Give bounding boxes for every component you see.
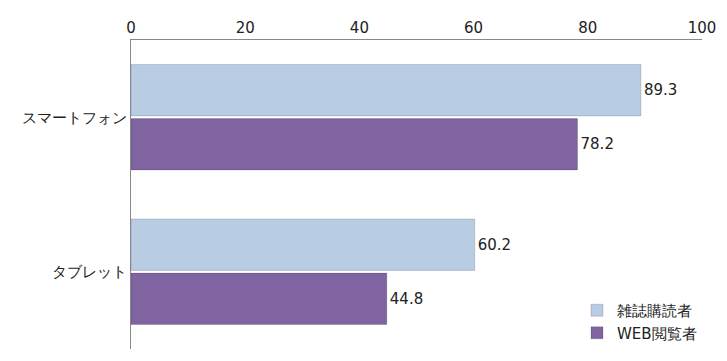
svg-text:0: 0 — [126, 19, 136, 37]
svg-text:80: 80 — [578, 19, 597, 37]
svg-text:タブレット: タブレット — [52, 263, 127, 281]
svg-text:WEB閲覧者: WEB閲覧者 — [617, 325, 697, 343]
svg-text:スマートフォン: スマートフォン — [22, 109, 127, 127]
svg-text:60.2: 60.2 — [478, 236, 511, 254]
svg-text:89.3: 89.3 — [644, 81, 677, 99]
svg-text:78.2: 78.2 — [581, 135, 614, 153]
svg-text:44.8: 44.8 — [390, 290, 423, 308]
svg-text:20: 20 — [236, 19, 255, 37]
svg-text:雑誌購読者: 雑誌購読者 — [617, 302, 692, 320]
svg-text:100: 100 — [688, 19, 717, 37]
svg-text:40: 40 — [350, 19, 369, 37]
svg-text:60: 60 — [464, 19, 483, 37]
